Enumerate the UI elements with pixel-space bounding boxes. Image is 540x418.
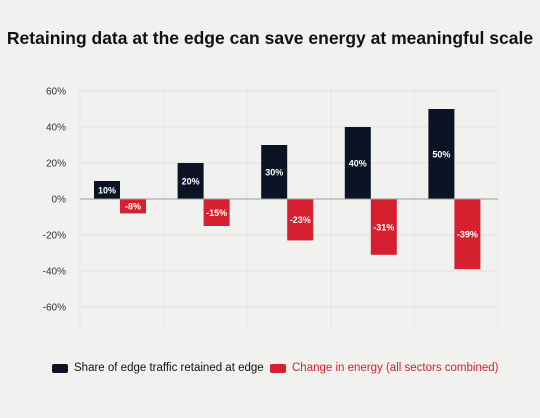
bar-label-edge-traffic: 20% [182,177,200,187]
legend-label-traffic: Share of edge traffic retained at edge [74,362,264,374]
legend-label-energy: Change in energy (all sectors combined) [292,362,499,374]
bar-energy-change [203,199,230,226]
y-tick-label: -60% [43,303,66,314]
chart-title: Retaining data at the edge can save ener… [6,28,534,48]
bar-label-energy-change: -39% [457,230,478,240]
y-tick-label: 60% [46,87,66,98]
y-tick-label: -40% [43,267,66,278]
legend-item-energy: Change in energy (all sectors combined) [270,362,498,374]
y-tick-label: -20% [43,231,66,242]
bar-edge-traffic [94,181,120,199]
bar-label-energy-change: -15% [206,208,227,218]
bar-label-edge-traffic: 40% [349,159,367,169]
bar-edge-traffic [344,127,371,199]
bar-edge-traffic [428,109,455,199]
bar-label-energy-change: -23% [290,215,311,225]
legend-swatch-energy [270,363,286,373]
bar-energy-change [120,199,146,214]
y-tick-label: 40% [46,123,66,134]
bar-energy-change [454,199,481,270]
bar-edge-traffic [177,163,204,199]
y-tick-label: 0% [52,195,67,206]
bar-label-energy-change: -31% [373,222,394,232]
bar-label-edge-traffic: 10% [98,186,116,196]
bar-label-edge-traffic: 50% [432,150,450,160]
bar-label-energy-change: -8% [125,202,141,212]
legend-item-traffic: Share of edge traffic retained at edge [52,362,264,374]
bar-label-edge-traffic: 30% [265,168,283,178]
y-tick-label: 20% [46,159,66,170]
bar-energy-change [370,199,397,255]
bar-edge-traffic [261,145,288,199]
legend-swatch-traffic [52,363,68,373]
bar-energy-change [287,199,314,241]
